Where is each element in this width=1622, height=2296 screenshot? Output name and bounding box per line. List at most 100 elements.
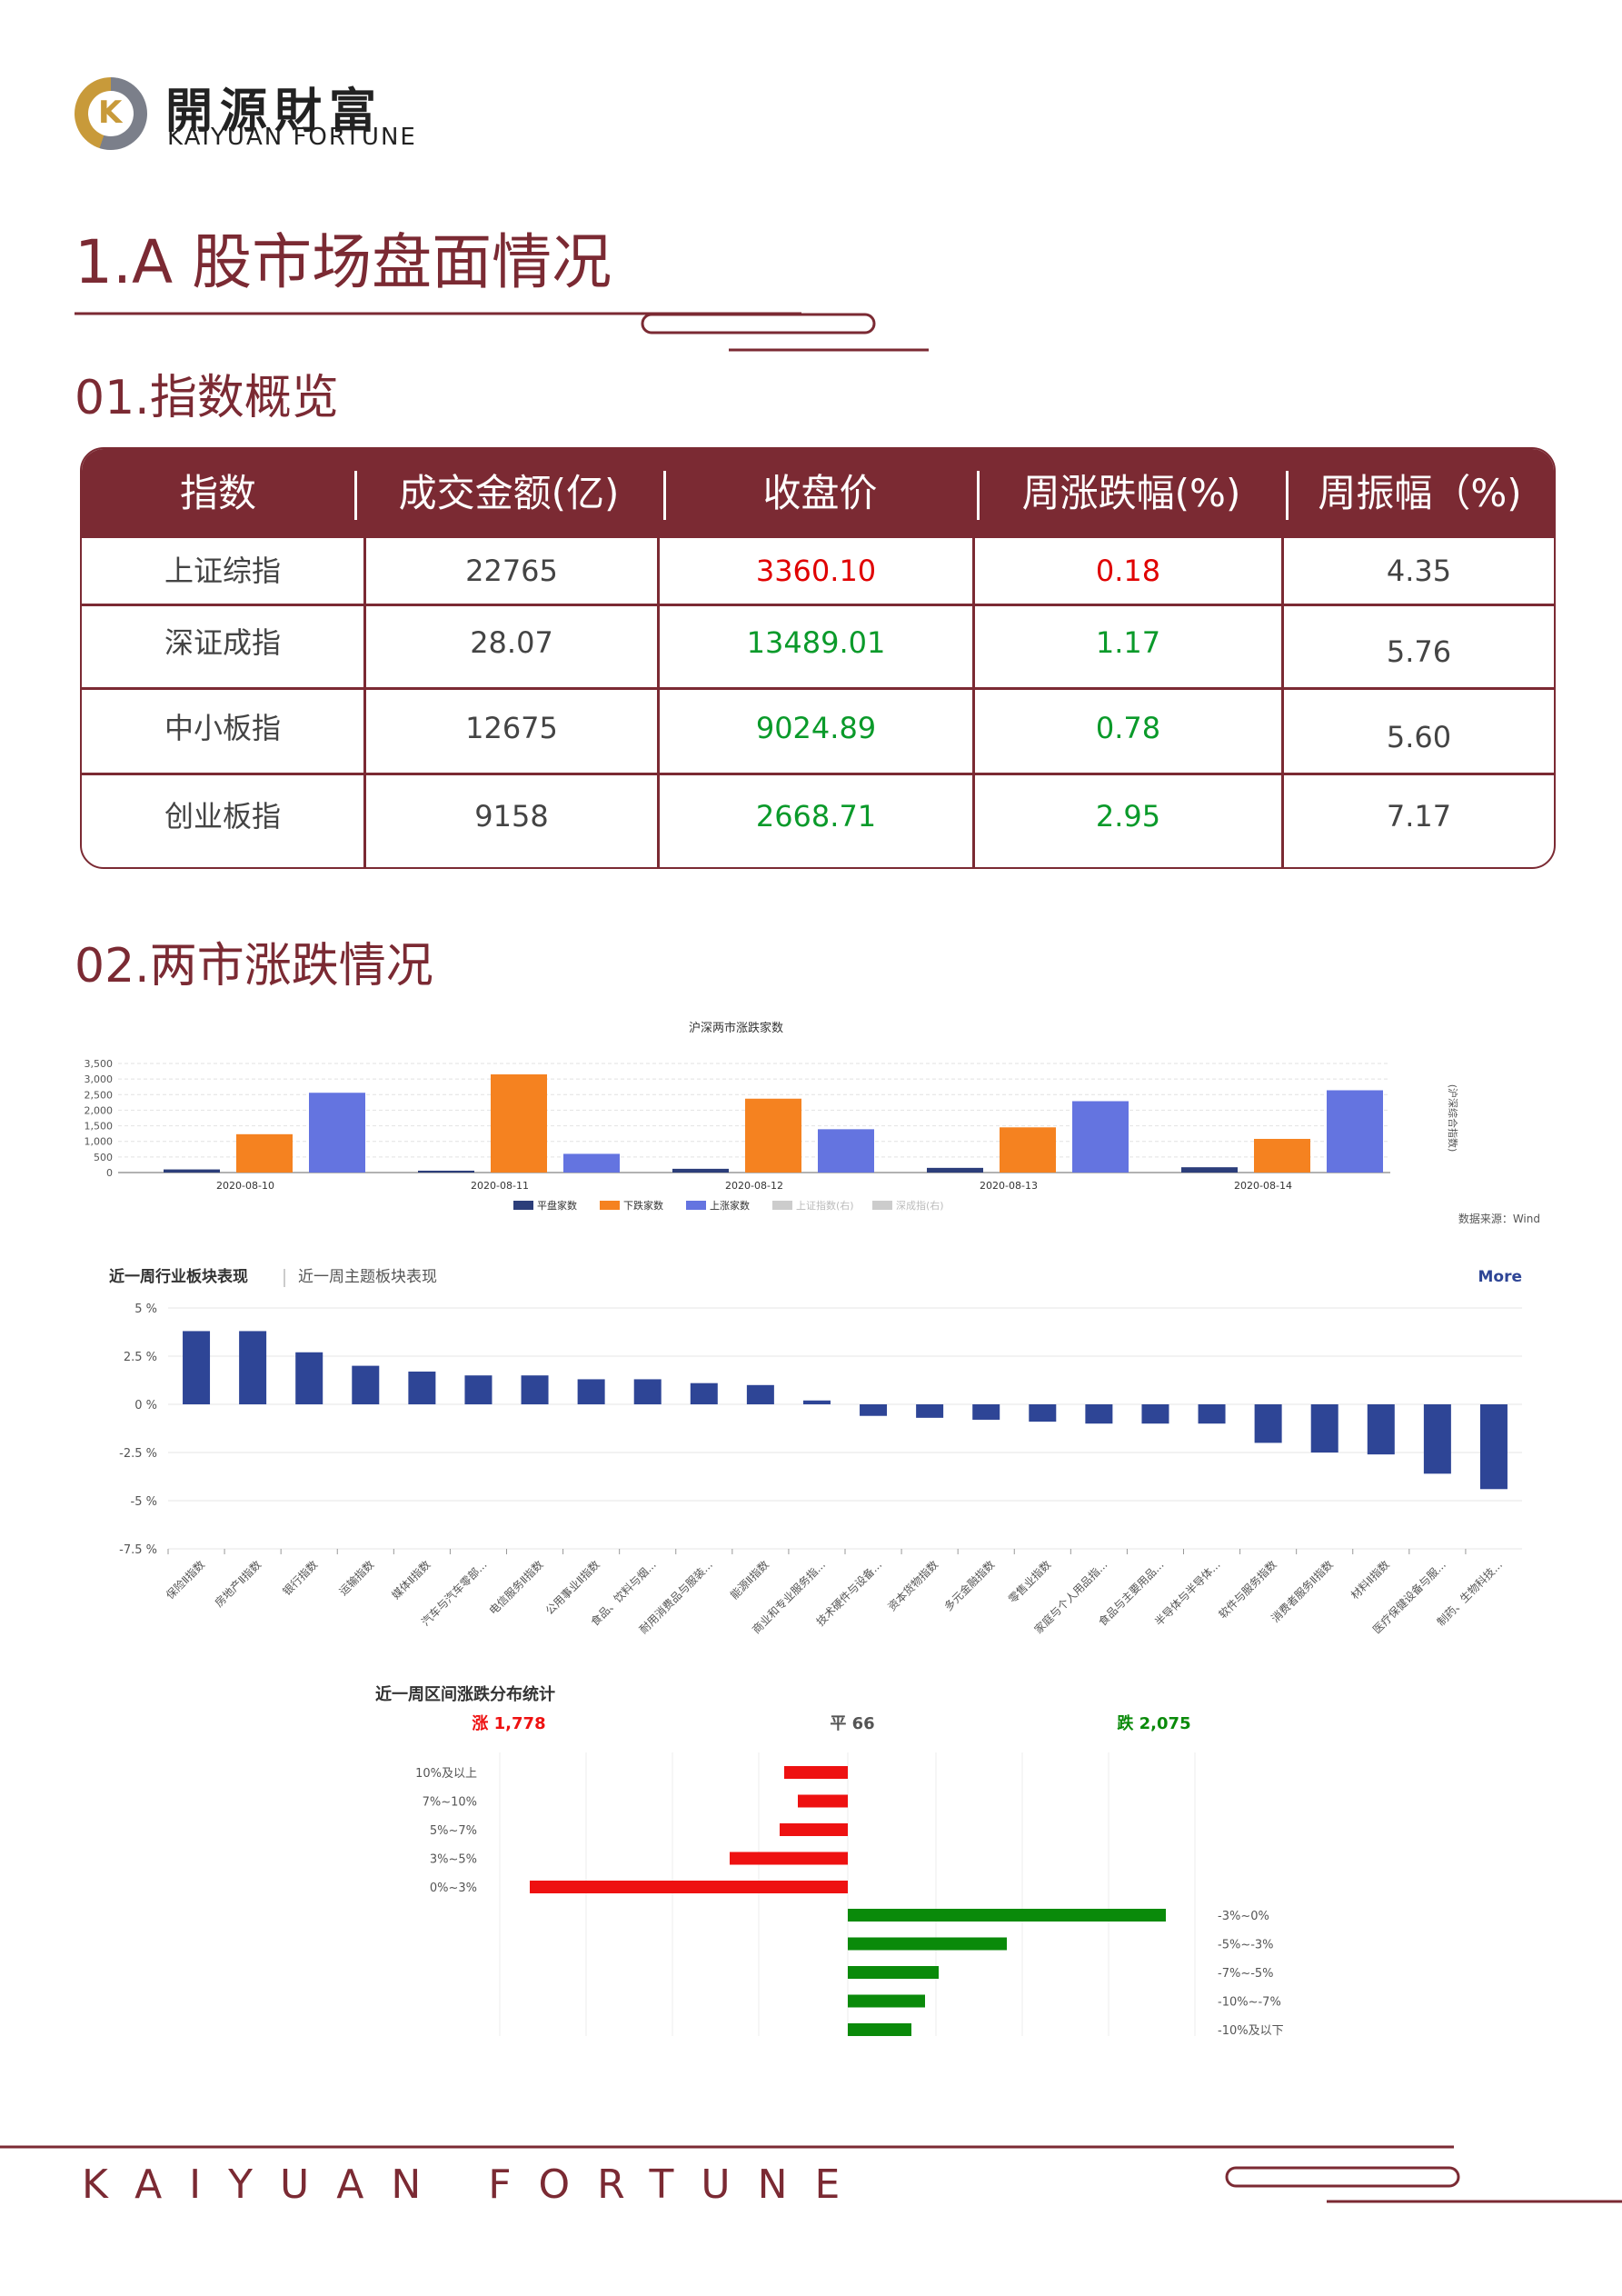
bar-1 [491,1074,547,1173]
down-bar [848,1966,939,1979]
bar-2 [563,1153,620,1173]
bar [1029,1404,1057,1423]
right-axis-label: (沪深综合指数) [1447,1084,1459,1153]
chart-title: 近一周区间涨跌分布统计 [375,1684,555,1704]
x-tick-label: 电信服务Ⅱ指数 [486,1558,546,1618]
down-bar [848,2023,911,2036]
x-tick-label: 能源Ⅱ指数 [727,1558,771,1602]
brand-name-en: KAIYUAN FORTUNE [167,124,417,151]
up-range-label: 3%~5% [430,1853,477,1867]
bar-1 [236,1133,293,1173]
up-range-label: 10%及以上 [415,1767,477,1781]
legend-swatch [600,1201,620,1210]
subsection-title-index-overview: 01.指数概览 [75,371,339,425]
down-range-label: -7%~-5% [1218,1967,1274,1981]
bar-0 [418,1170,474,1173]
bar [1141,1404,1169,1424]
table-row: 上证综指 22765 3360.10 0.18 4.35 [164,554,1452,588]
bar [916,1404,944,1418]
bar [521,1375,549,1404]
y-tick-label: 1,000 [85,1136,114,1148]
up-bar [784,1766,848,1779]
legend-swatch [513,1201,533,1210]
chart-title: 沪深两市涨跌家数 [689,1021,783,1035]
y-tick-label: 2.5 % [124,1351,157,1364]
x-tick-label: 银行指数 [280,1558,321,1599]
table-row: 中小板指 12675 9024.89 0.78 5.60 [82,687,1554,775]
section-title: 1.A 股市场盘面情况 [75,227,612,297]
bar [1254,1404,1282,1443]
more-link: More [1478,1268,1522,1286]
y-tick-label: 2,500 [85,1089,114,1101]
subsection-title-market-breadth: 02.两市涨跌情况 [75,939,433,993]
y-tick-label: 0 [106,1167,113,1179]
bar-2 [309,1093,365,1173]
x-tick-label: 公用事业Ⅱ指数 [542,1558,602,1618]
bar [972,1404,1000,1420]
y-tick-label: -2.5 % [119,1447,157,1461]
x-tick-label: 软件与服务指数 [1216,1558,1279,1622]
table-header: 指数 成交金额(亿) 收盘价 周涨跌幅(%) 周振幅（%) [82,449,1554,538]
title-divider [75,312,929,352]
bar [577,1379,605,1404]
up-range-label: 5%~7% [430,1824,477,1838]
legend-swatch [772,1201,792,1210]
bar [239,1331,267,1404]
bar [408,1371,436,1404]
logo-mark [75,77,147,150]
x-tick-label: 房地产Ⅱ指数 [212,1558,264,1610]
bar [802,1400,831,1404]
legend-label: 深成指(右) [896,1199,944,1212]
bar [1367,1404,1395,1455]
header-amount: 成交金额(亿) [398,471,620,515]
legend-label: 平盘家数 [537,1199,577,1212]
up-bar [730,1852,848,1865]
bar [860,1404,888,1416]
y-tick-label: 500 [94,1152,113,1163]
y-tick-label: 3,000 [85,1073,114,1085]
bar [633,1379,662,1404]
header-close: 收盘价 [762,471,878,515]
down-bar [848,1937,1007,1951]
legend-swatch [872,1201,892,1210]
data-source: 数据来源：Wind [1458,1212,1540,1225]
up-bar [780,1823,848,1836]
bar [1198,1404,1226,1424]
bar-1 [1254,1138,1310,1173]
x-tick-label: 零售业指数 [1005,1558,1053,1606]
down-bar [848,1909,1166,1922]
summary-flat: 平 66 [830,1714,874,1733]
table-row: 创业板指 9158 2668.71 2.95 7.17 [82,773,1554,867]
x-tick-label: 媒体Ⅱ指数 [389,1558,433,1602]
bar [1423,1404,1451,1474]
x-tick-label: 2020-08-10 [216,1180,274,1192]
down-range-label: -5%~-3% [1218,1939,1274,1952]
x-tick-label: 多元金融指数 [941,1558,998,1614]
bar-0 [927,1167,983,1173]
bar [352,1365,380,1404]
y-tick-label: 2,000 [85,1104,114,1116]
y-tick-label: 1,500 [85,1121,114,1133]
down-range-label: -3%~0% [1218,1910,1269,1923]
up-range-label: 7%~10% [423,1796,477,1810]
bar-2 [1072,1101,1129,1173]
y-tick-label: 0 % [134,1399,157,1413]
x-tick-label: 2020-08-11 [471,1180,529,1192]
up-range-label: 0%~3% [430,1882,477,1895]
industry-sector-chart: 近一周行业板块表现 近一周主题板块表现 More 5 % 2.5 % 0 % -2.5 % -… [109,1267,1522,1636]
y-tick-label: -7.5 % [119,1543,157,1557]
header-weekly-amplitude: 周振幅（%) [1318,471,1522,515]
down-bar [848,1994,925,2008]
bar-0 [1181,1167,1238,1173]
header-index: 指数 [179,471,256,515]
tab-theme: 近一周主题板块表现 [298,1268,437,1286]
legend-label: 上涨家数 [710,1199,750,1212]
x-tick-label: 资本货物指数 [885,1558,941,1614]
bar [183,1331,211,1404]
legend-label: 上证指数(右) [796,1199,854,1212]
y-tick-label: 5 % [134,1303,157,1316]
legend-label: 下跌家数 [623,1199,663,1212]
down-range-label: -10%~-7% [1218,1996,1281,2010]
x-tick-label: 2020-08-14 [1234,1180,1292,1192]
